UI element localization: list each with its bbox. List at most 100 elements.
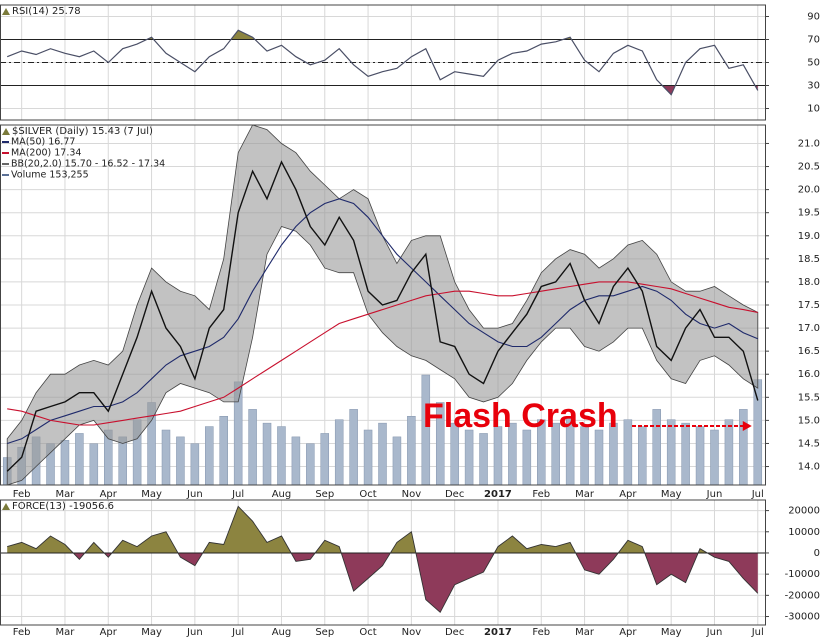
title-icon	[2, 8, 10, 15]
volume-bar	[537, 419, 546, 485]
y-tick-label: 18.5	[798, 254, 820, 265]
x-tick-label: Feb	[13, 627, 31, 638]
x-tick-label: May	[141, 489, 162, 500]
y-tick-label: 17.5	[798, 300, 820, 311]
volume-bar	[219, 416, 228, 485]
annotation: Flash Crash	[423, 397, 618, 435]
x-tick-label: Jul	[751, 627, 764, 638]
x-tick-label: Apr	[100, 489, 118, 500]
x-tick-label: May	[661, 489, 682, 500]
volume-bar	[320, 433, 330, 485]
y-tick-label: 17.0	[798, 323, 820, 334]
x-tick-label: Jul	[231, 627, 244, 638]
y-tick-label: 30	[807, 81, 820, 92]
volume-bar	[378, 422, 387, 485]
legend-label: Volume 153,255	[11, 170, 89, 181]
y-tick-label: 10000	[788, 527, 820, 538]
volume-bar	[190, 443, 200, 485]
y-tick-label: 16.5	[798, 346, 820, 357]
x-tick-label: Feb	[532, 489, 550, 500]
volume-bar	[652, 409, 661, 485]
volume-bar	[522, 429, 532, 485]
panel-frame	[0, 499, 766, 626]
volume-bar	[75, 433, 84, 485]
x-tick-label: Jul	[231, 489, 244, 500]
volume-bar	[594, 429, 604, 485]
y-tick-label: 15.5	[798, 392, 820, 403]
volume-bar	[623, 419, 633, 485]
volume-bar	[176, 436, 185, 485]
x-tick-label: Mar	[575, 489, 595, 500]
volume-bar	[277, 426, 286, 485]
y-tick-label: 14.5	[798, 438, 820, 449]
y-tick-label: 15.0	[798, 415, 820, 426]
x-tick-label: May	[661, 627, 682, 638]
x-tick-label: Aug	[272, 627, 292, 638]
volume-bar	[421, 374, 431, 485]
y-tick-label: 20.5	[798, 162, 820, 173]
force-line	[7, 505, 759, 614]
x-tick-label: Nov	[402, 627, 422, 638]
y-tick-label: 20000	[788, 506, 820, 517]
title-icon	[2, 503, 10, 510]
y-tick-label: 19.0	[798, 231, 820, 242]
volume-bar	[89, 443, 99, 485]
y-tick-label: 90	[807, 12, 820, 23]
volume-bar	[60, 440, 70, 485]
x-tick-label: Dec	[445, 627, 464, 638]
volume-bar	[508, 422, 517, 485]
x-tick-label: Jun	[186, 627, 203, 638]
y-tick-label: -30000	[785, 612, 820, 623]
x-tick-label: May	[141, 627, 162, 638]
rsi-line	[6, 29, 759, 96]
volume-bar	[695, 426, 705, 485]
plot	[0, 125, 765, 485]
price-line	[6, 160, 759, 472]
volume-bar	[161, 429, 171, 485]
volume-bar	[739, 409, 748, 485]
y-tick-label: 21.0	[798, 138, 820, 149]
y-tick-label: 16.0	[798, 369, 820, 380]
volume-bar	[205, 426, 214, 485]
x-tick-label: Dec	[445, 489, 464, 500]
y-tick-label: -10000	[785, 569, 820, 580]
volume-bar	[262, 422, 272, 485]
x-tick-label: Apr	[619, 489, 637, 500]
x-tick-label: Jun	[186, 489, 203, 500]
x-tick-label: Oct	[359, 627, 376, 638]
y-tick-label: 0	[814, 548, 820, 559]
y-tick-label: 10	[807, 104, 820, 115]
y-tick-label: 50	[807, 58, 820, 69]
x-tick-label: Nov	[402, 489, 422, 500]
x-tick-label: Aug	[272, 489, 292, 500]
y-tick-label: 14.0	[798, 462, 820, 473]
panel-title: RSI(14) 25.78	[12, 6, 81, 17]
volume-bar	[666, 419, 676, 485]
x-tick-label: 2017	[484, 627, 512, 638]
x-tick-label: Mar	[56, 627, 76, 638]
x-tick-label: Feb	[532, 627, 550, 638]
ma-line	[7, 198, 759, 445]
volume-bar	[493, 426, 503, 485]
x-tick-label: Sep	[315, 627, 334, 638]
y-tick-label: 20.0	[798, 185, 820, 196]
volume-bar	[753, 379, 763, 485]
volume-bar	[710, 429, 719, 485]
y-tick-label: 70	[807, 35, 820, 46]
volume-bar	[479, 433, 488, 485]
x-tick-label: Jul	[751, 489, 764, 500]
x-tick-label: Apr	[100, 627, 118, 638]
volume-bar	[565, 416, 575, 485]
x-tick-label: Mar	[56, 489, 76, 500]
volume-bar	[609, 422, 618, 485]
title-icon	[2, 128, 10, 135]
volume-bar	[349, 409, 358, 485]
volume-bar	[724, 419, 734, 485]
plot	[0, 500, 765, 625]
plot	[0, 5, 765, 120]
volume-bar	[407, 416, 416, 485]
volume-bar	[464, 429, 474, 485]
volume-bar	[580, 426, 589, 485]
volume-bar	[551, 422, 560, 485]
panel-title: FORCE(13) -19056.6	[12, 501, 114, 512]
